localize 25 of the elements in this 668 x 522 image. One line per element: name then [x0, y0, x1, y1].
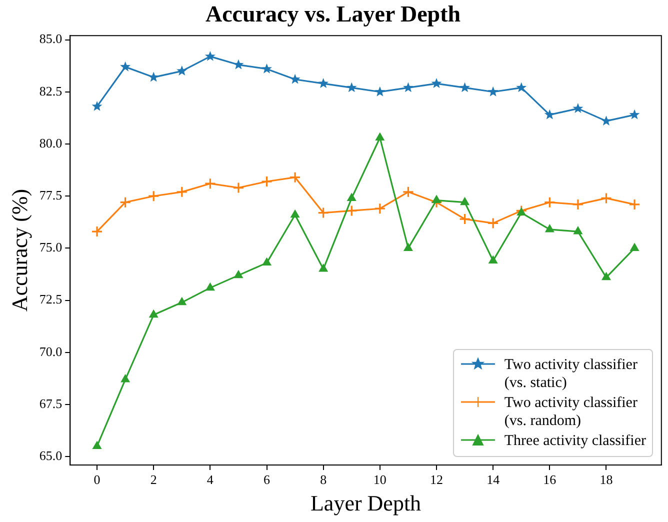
y-tick-label: 77.5 [39, 188, 62, 203]
legend-label: Three activity classifier [504, 432, 646, 450]
y-tick-label: 82.5 [39, 83, 62, 98]
y-tick-label: 85.0 [39, 31, 62, 46]
x-tick-label: 4 [206, 472, 214, 488]
y-tick-label: 65.0 [39, 448, 62, 464]
legend-label: Two activity classifier (vs. random) [504, 394, 638, 430]
x-tick-label: 6 [264, 472, 271, 488]
x-tick-label: 10 [373, 472, 386, 488]
x-tick-label: 16 [543, 472, 557, 488]
legend-label: Two activity classifier (vs. static) [504, 356, 638, 392]
y-axis-title: Accuracy (%) [6, 188, 32, 312]
x-tick-label: 12 [430, 472, 443, 488]
x-tick-label: 8 [320, 472, 327, 488]
chart-title: Accuracy vs. Layer Depth [205, 2, 461, 27]
y-tick-label: 80.0 [39, 135, 62, 150]
x-tick-label: 0 [94, 472, 100, 488]
y-tick-label: 70.0 [39, 344, 62, 359]
y-tick-label: 67.5 [39, 396, 62, 411]
y-tick-label: 72.5 [39, 292, 62, 307]
x-tick-label: 18 [600, 472, 613, 488]
x-axis-title: Layer Depth [310, 490, 422, 516]
x-tick-label: 14 [486, 472, 500, 488]
x-tick-label: 2 [150, 472, 157, 488]
y-tick-label: 75.0 [39, 240, 62, 255]
